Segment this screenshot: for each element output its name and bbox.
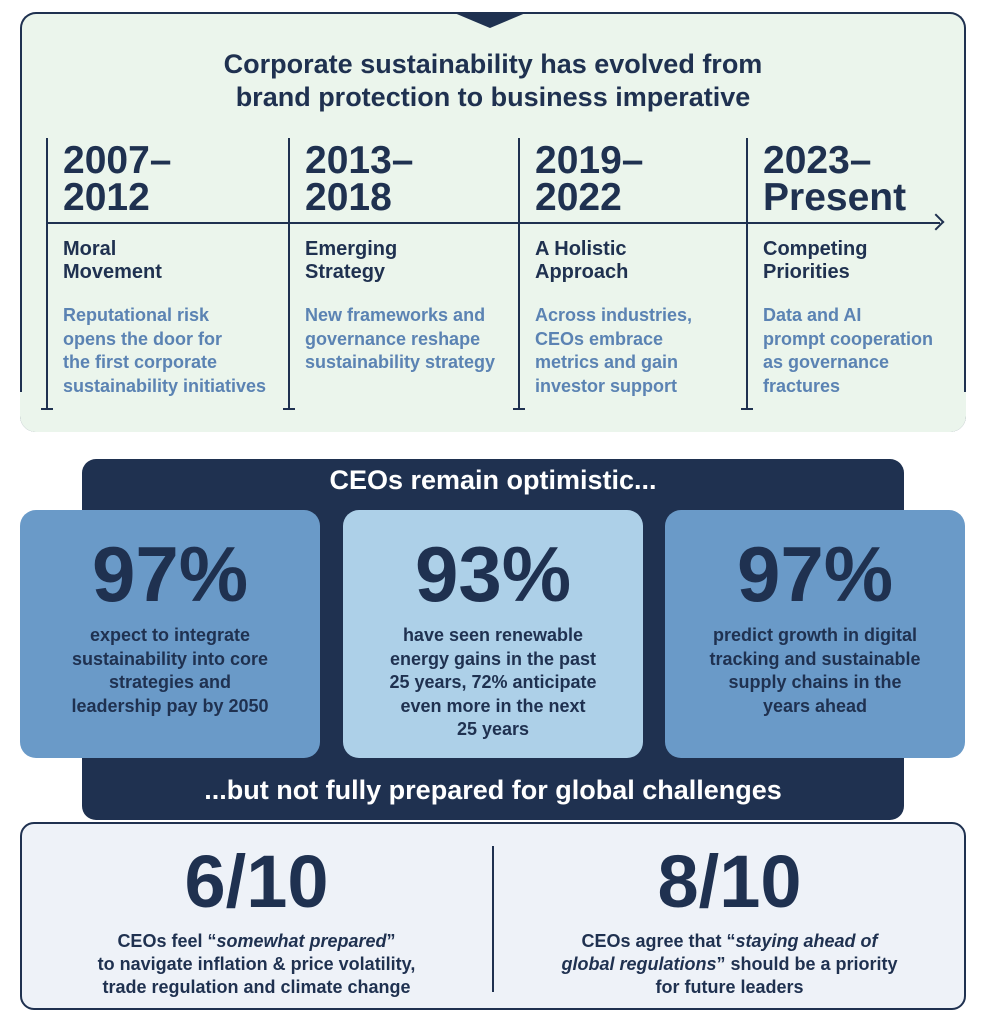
period-years: 2007– 2012 [63, 139, 172, 219]
timeline-period: 2013– 2018 Emerging Strategy New framework… [282, 138, 496, 410]
stat-value: 8/10 [657, 840, 802, 923]
optimism-footer: ...but not fully prepared for global cha… [204, 775, 782, 805]
period-phase: A Holistic Approach [535, 238, 629, 283]
period-years: 2019– 2022 [535, 139, 644, 219]
period-years: 2023– Present [763, 139, 907, 219]
title-line: Corporate sustainability has evolved fro… [223, 49, 763, 79]
timeline-period: 2019– 2022 A Holistic Approach Across indu… [512, 138, 693, 410]
stat-text: CEOs agree that “staying ahead of global… [561, 931, 898, 997]
stat-card: 97% predict growth in digital tracking an… [665, 510, 965, 758]
period-description: Across industries, CEOs embrace metrics an… [535, 305, 693, 396]
timeline-period: 2007– 2012 Moral Movement Reputational ris… [40, 138, 267, 410]
stat-value: 93% [414, 530, 572, 618]
period-description: Reputational risk opens the door for the f… [63, 305, 267, 396]
stat-value: 6/10 [184, 840, 329, 923]
period-years: 2013– 2018 [305, 139, 414, 219]
stat-6-of-10: 6/10 CEOs feel “somewhat prepared” to na… [20, 842, 493, 999]
optimism-heading: CEOs remain optimistic... [329, 465, 657, 495]
period-description: Data and AI prompt cooperation as governan… [763, 305, 933, 396]
stat-card: 97% expect to integrate sustainability in… [20, 510, 320, 758]
divider [492, 846, 494, 992]
timeline-axis [46, 222, 940, 224]
pointer-triangle [452, 12, 528, 28]
stat-value: 97% [736, 530, 894, 618]
stat-text: CEOs feel “somewhat prepared” to navigat… [97, 931, 416, 997]
period-phase: Competing Priorities [763, 238, 868, 283]
stat-text: predict growth in digital tracking and su… [709, 625, 921, 716]
stat-value: 97% [91, 530, 249, 618]
timeline-period: 2023– Present Competing Priorities Data an… [741, 138, 933, 410]
timeline-title: Corporate sustainability has evolved fro… [20, 48, 966, 114]
period-phase: Moral Movement [63, 238, 162, 283]
stat-text: expect to integrate sustainability into c… [71, 625, 269, 716]
period-phase: Emerging Strategy [305, 238, 398, 283]
stat-8-of-10: 8/10 CEOs agree that “staying ahead of g… [493, 842, 966, 999]
title-line: brand protection to business imperative [235, 82, 751, 112]
stat-text: have seen renewable energy gains in the p… [389, 625, 597, 739]
stat-card: 93% have seen renewable energy gains in t… [343, 510, 643, 758]
period-description: New frameworks and governance reshape sust… [305, 305, 496, 372]
